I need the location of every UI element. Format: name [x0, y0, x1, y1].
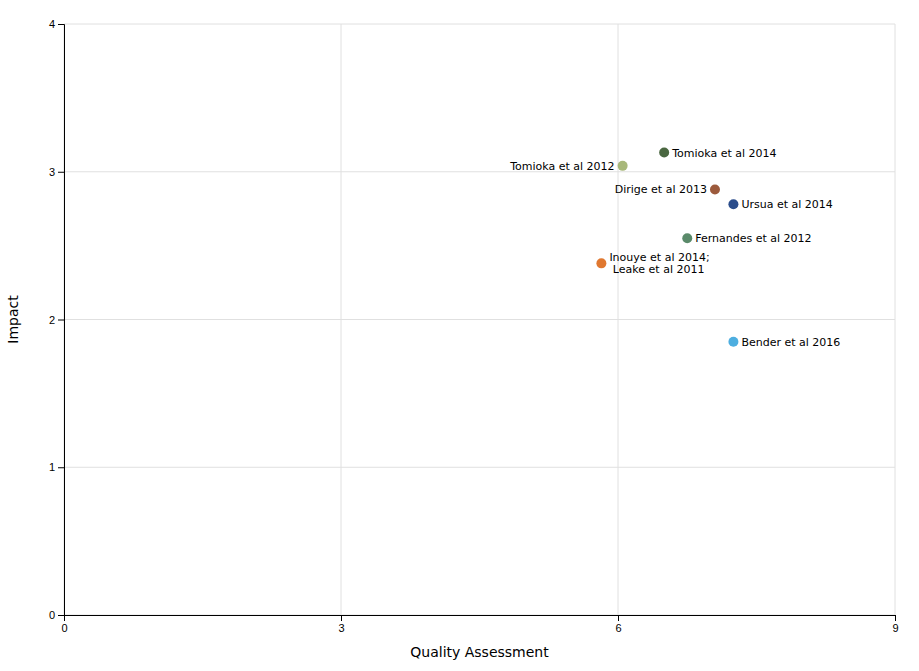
point: [596, 258, 606, 268]
points: [596, 148, 738, 347]
tick: 9: [892, 615, 898, 634]
label-line: Tomioka et al 2014: [671, 147, 776, 160]
label-line: Dirige et al 2013: [615, 183, 707, 196]
tick-label: 4: [49, 18, 55, 30]
tick: 0: [49, 609, 64, 621]
tick-mark: [341, 615, 342, 621]
point: [682, 233, 692, 243]
x-axis-title: Quality Assessment: [410, 644, 549, 660]
point-label: Inouye et al 2014; Leake et al 2011: [609, 251, 709, 276]
tick: 2: [49, 314, 64, 326]
tick-label: 0: [49, 609, 55, 621]
tick-mark: [58, 615, 64, 616]
point: [728, 199, 738, 209]
point: [618, 161, 628, 171]
point: [710, 184, 720, 194]
tick-mark: [618, 615, 619, 621]
chart: 036901234Tomioka et al 2012Tomioka et al…: [0, 0, 919, 671]
point-label: Dirige et al 2013: [615, 183, 707, 196]
tick-label: 2: [49, 314, 55, 326]
axis-line: [58, 25, 65, 616]
annotations: Tomioka et al 2012 Tomioka et al 2014 Diri…: [509, 147, 840, 349]
x-axis: 0 3 6 9: [61, 615, 898, 634]
y-axis: 0 1 2 3 4: [49, 18, 65, 621]
tick-label: 9: [892, 622, 898, 634]
y-axis-title: Impact: [5, 295, 21, 344]
tick: 0: [61, 615, 67, 634]
label-line: Fernandes et al 2012: [695, 232, 811, 245]
point-label: Fernandes et al 2012: [695, 232, 811, 245]
tick-mark: [58, 467, 64, 468]
point-label: Tomioka et al 2014: [671, 147, 776, 160]
tick-label: 0: [61, 622, 67, 634]
label-line: Leake et al 2011: [609, 263, 704, 276]
grid-line: [64, 319, 895, 320]
grid-line: [64, 24, 895, 25]
plot: 036901234Tomioka et al 2012Tomioka et al…: [49, 18, 899, 634]
grid-line: [64, 467, 895, 468]
tick-mark: [58, 320, 64, 321]
point-label: Tomioka et al 2012: [509, 160, 614, 173]
point: [659, 148, 669, 158]
tick: 4: [49, 18, 64, 30]
tick-label: 3: [338, 622, 344, 634]
point-label: Ursua et al 2014: [741, 198, 832, 211]
grid: [64, 24, 895, 615]
tick-mark: [58, 172, 64, 173]
tick: 3: [338, 615, 344, 634]
tick-label: 1: [49, 461, 55, 473]
tick: 6: [615, 615, 621, 634]
point: [728, 337, 738, 347]
label-line: Ursua et al 2014: [741, 198, 832, 211]
axis-line: [65, 616, 896, 622]
tick: 3: [49, 166, 64, 178]
label-line: Tomioka et al 2012: [509, 160, 614, 173]
tick: 1: [49, 461, 64, 473]
tick-label: 6: [615, 622, 621, 634]
point-label: Bender et al 2016: [741, 336, 840, 349]
label-line: Bender et al 2016: [741, 336, 840, 349]
tick-mark: [895, 615, 896, 621]
tick-mark: [58, 24, 64, 25]
grid-line: [64, 171, 895, 172]
tick-label: 3: [49, 166, 55, 178]
